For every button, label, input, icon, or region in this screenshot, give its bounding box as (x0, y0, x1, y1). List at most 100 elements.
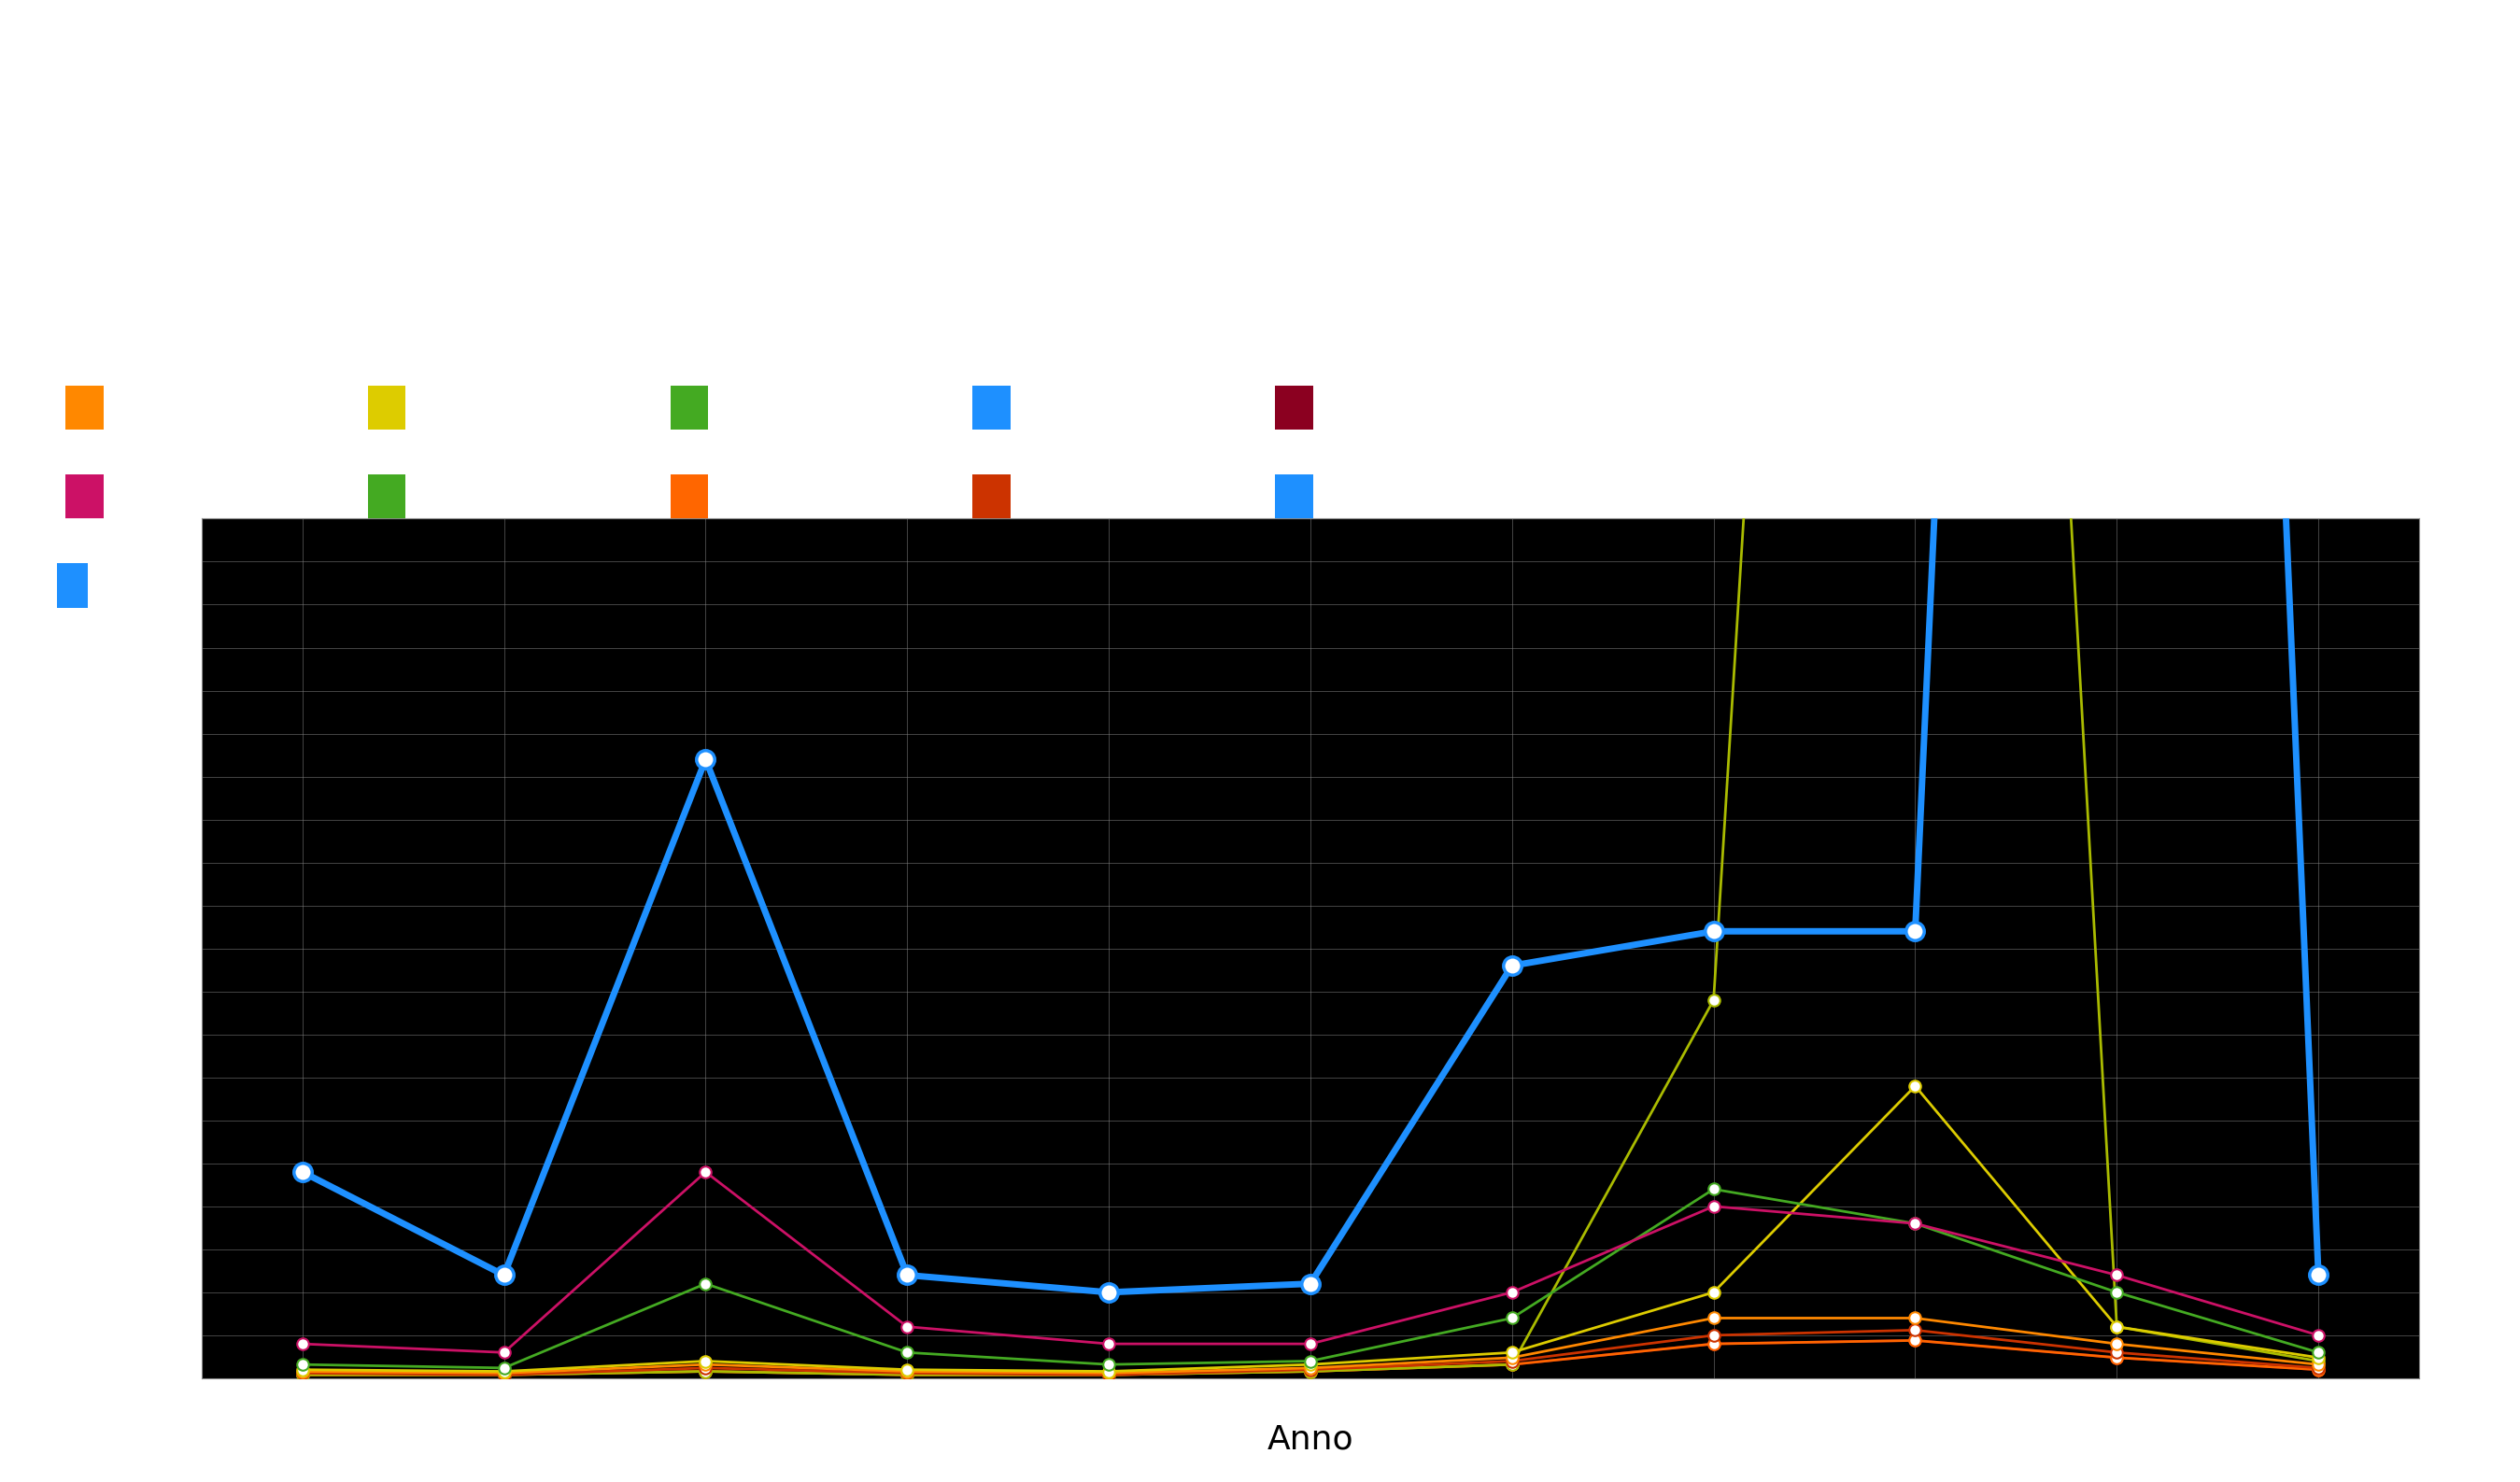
Tute (1094, 1366, 1124, 1384)
Visiere (287, 1362, 318, 1380)
Text: Calzari: Calzari (718, 488, 789, 505)
Cuffie (1698, 991, 1729, 1009)
Occhiali protettivi (2303, 1359, 2334, 1377)
Text: Mascherine: Mascherine (113, 488, 234, 505)
Calzari (287, 1366, 318, 1384)
Visiere (2303, 1356, 2334, 1374)
Camici (2303, 1349, 2334, 1366)
FancyBboxPatch shape (670, 385, 708, 430)
Mascherine (2102, 1283, 2132, 1301)
Cuffie (2303, 1352, 2334, 1369)
Camici (1094, 1362, 1124, 1380)
Line: Cuffie: Cuffie (297, 0, 2323, 1381)
Cuffie (2102, 1317, 2132, 1335)
Calzari (1698, 1335, 1729, 1353)
Totale (1094, 1283, 1124, 1301)
Tute (1698, 1335, 1729, 1353)
Tute (690, 1362, 721, 1380)
Cuffie (287, 1366, 318, 1384)
Tute (892, 1366, 922, 1384)
Calzari (892, 1366, 922, 1384)
FancyBboxPatch shape (1275, 385, 1313, 430)
Occhiali protettivi (1497, 1352, 1527, 1369)
Calzari (2303, 1360, 2334, 1378)
Mascherine (1698, 1180, 1729, 1197)
Mascherine (892, 1344, 922, 1362)
Occhiali protettivi (892, 1365, 922, 1383)
Mascherine (1497, 1309, 1527, 1326)
FancyBboxPatch shape (55, 563, 88, 608)
Text: Distributore automatico dpi
- dispositivi di protezione individuale: Distributore automatico dpi - dispositiv… (738, 105, 1882, 221)
Line: Tute: Tute (297, 1335, 2323, 1381)
Visiere (690, 1356, 721, 1374)
Tute (287, 1366, 318, 1384)
Calzari (2102, 1349, 2132, 1366)
Guanti (690, 1163, 721, 1181)
Totale (1698, 922, 1729, 940)
Occhiali protettivi (2102, 1344, 2132, 1362)
Occhiali protettivi (1698, 1326, 1729, 1344)
Camici (2102, 1317, 2132, 1335)
FancyBboxPatch shape (670, 474, 708, 519)
X-axis label: Anno: Anno (1268, 1423, 1353, 1455)
Visiere (1295, 1359, 1326, 1377)
Line: Totale: Totale (292, 0, 2328, 1301)
Guanti (1094, 1335, 1124, 1353)
Visiere (489, 1365, 519, 1383)
Line: Mascherine: Mascherine (297, 1183, 2323, 1374)
Calzari (489, 1366, 519, 1384)
Visiere (1094, 1365, 1124, 1383)
Totale (287, 1163, 318, 1181)
Guanti (1698, 1197, 1729, 1215)
Line: Camici: Camici (297, 1080, 2323, 1377)
Cuffie (1497, 1356, 1527, 1374)
Camici (489, 1362, 519, 1380)
FancyBboxPatch shape (368, 474, 406, 519)
Tute (1295, 1362, 1326, 1380)
Text: Camici: Camici (416, 399, 486, 416)
Camici (1900, 1077, 1930, 1095)
Guanti (2303, 1326, 2334, 1344)
Text: Tute: Tute (1323, 399, 1368, 416)
Guanti (287, 1335, 318, 1353)
Line: Calzari: Calzari (297, 1335, 2323, 1381)
Camici (287, 1360, 318, 1378)
Camici (1497, 1344, 1527, 1362)
Camici (1295, 1356, 1326, 1374)
Mascherine (1094, 1356, 1124, 1374)
Mascherine (1900, 1215, 1930, 1233)
Tute (2303, 1360, 2334, 1378)
Text: Altro: Altro (1021, 488, 1071, 505)
Line: Occhiali protettivi: Occhiali protettivi (297, 1325, 2323, 1381)
Calzari (690, 1362, 721, 1380)
Text: Guanti: Guanti (113, 399, 184, 416)
Camici (1698, 1283, 1729, 1301)
Guanti (1295, 1335, 1326, 1353)
Occhiali protettivi (1900, 1322, 1930, 1340)
Calzari (1295, 1362, 1326, 1380)
Totale (1497, 957, 1527, 975)
Guanti (489, 1344, 519, 1362)
Occhiali protettivi (690, 1359, 721, 1377)
Visiere (1698, 1309, 1729, 1326)
Visiere (892, 1362, 922, 1380)
FancyBboxPatch shape (66, 385, 103, 430)
Tute (2102, 1349, 2132, 1366)
Visiere (1497, 1349, 1527, 1366)
Guanti (1900, 1215, 1930, 1233)
Guanti (1497, 1283, 1527, 1301)
Text: Cuffie: Cuffie (1021, 399, 1081, 416)
Text: Totale: Totale (1323, 488, 1386, 505)
Calzari (1094, 1366, 1124, 1384)
Occhiali protettivi (287, 1365, 318, 1383)
FancyBboxPatch shape (1275, 474, 1313, 519)
Totale (690, 750, 721, 768)
Camici (690, 1352, 721, 1369)
Calzari (1497, 1356, 1527, 1374)
Text: Visiere: Visiere (416, 488, 486, 505)
Cuffie (690, 1362, 721, 1380)
Mascherine (1295, 1352, 1326, 1369)
Totale (1900, 922, 1930, 940)
Visiere (1900, 1309, 1930, 1326)
Calzari (1900, 1331, 1930, 1349)
